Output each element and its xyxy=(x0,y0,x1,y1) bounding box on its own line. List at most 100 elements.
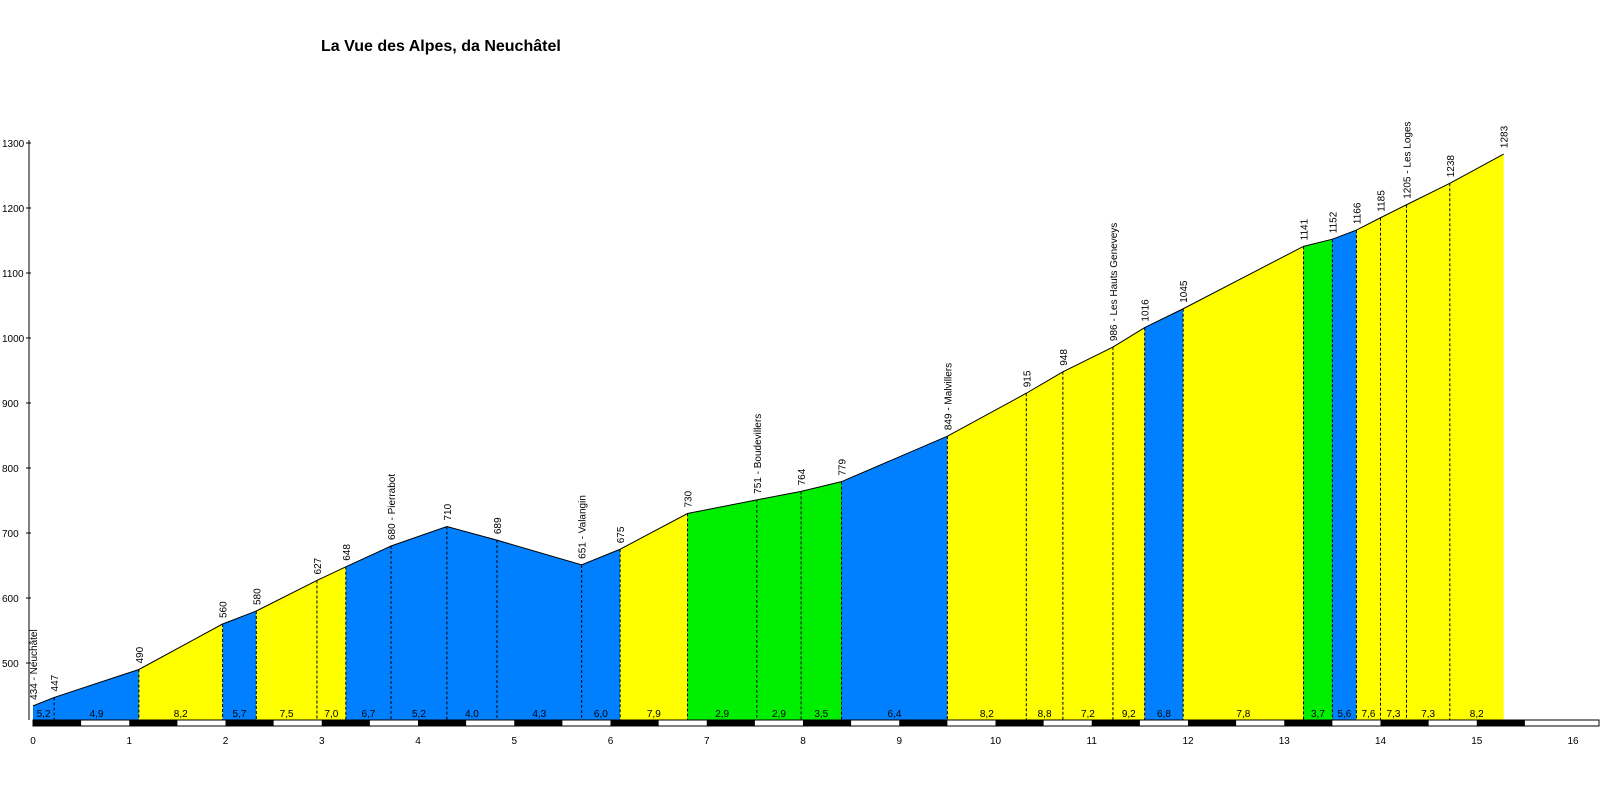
x-axis: 0 1 2 3 4 5 6 7 8 9 10 11 12 13 14 15 16 xyxy=(30,719,1600,747)
y-tick-label-800: 800 xyxy=(2,464,19,475)
segment-14 xyxy=(801,481,842,720)
point-label-11: 675 xyxy=(616,526,627,543)
segment-22 xyxy=(1303,239,1333,720)
segment-16 xyxy=(947,393,1027,720)
gradient-label-3: 5,7 xyxy=(233,709,247,720)
segment-7 xyxy=(391,526,447,720)
distance-block-6 xyxy=(610,720,659,726)
segment-1 xyxy=(54,669,139,720)
gradient-label-9: 4,3 xyxy=(532,709,546,720)
y-tick-label-600: 600 xyxy=(2,594,19,605)
x-tick-label-9: 9 xyxy=(896,736,902,747)
x-tick-label-12: 12 xyxy=(1182,736,1194,747)
y-axis: 500 600 700 800 900 1000 1100 1200 1300 xyxy=(2,139,31,720)
point-label-9: 689 xyxy=(493,517,504,534)
point-label-21: 1045 xyxy=(1179,280,1190,303)
gradient-label-5: 7,0 xyxy=(324,709,338,720)
point-label-25: 1185 xyxy=(1377,190,1388,212)
distance-block-4 xyxy=(418,720,467,726)
gradient-label-23: 5,6 xyxy=(1337,709,1351,720)
segment-dividers xyxy=(53,183,1451,720)
point-label-7: 680 - Pierrabot xyxy=(387,474,398,540)
segment-21 xyxy=(1183,246,1304,720)
chart-title: La Vue des Alpes, da Neuchâtel xyxy=(321,38,561,55)
y-tick-label-700: 700 xyxy=(2,529,19,540)
x-tick-label-15: 15 xyxy=(1471,736,1483,747)
segment-15 xyxy=(841,436,948,720)
y-tick-label-1200: 1200 xyxy=(2,204,25,215)
gradient-label-15: 6,4 xyxy=(887,709,901,720)
x-tick-label-4: 4 xyxy=(415,736,421,747)
y-tick-label-1000: 1000 xyxy=(2,334,25,345)
profile-outline xyxy=(32,153,1504,707)
segment-6 xyxy=(345,546,392,720)
segment-18 xyxy=(1062,347,1113,720)
distance-block-15 xyxy=(1476,720,1525,726)
point-label-14: 764 xyxy=(797,468,808,485)
point-label-0: 434 - Neuchâtel xyxy=(29,629,40,700)
segment-23 xyxy=(1332,230,1357,720)
segment-11 xyxy=(620,513,688,720)
point-label-15: 779 xyxy=(838,459,849,476)
gradient-label-12: 2,9 xyxy=(715,709,729,720)
gradient-label-27: 8,2 xyxy=(1470,709,1484,720)
segment-2 xyxy=(138,624,223,720)
gradient-label-16: 8,2 xyxy=(980,709,994,720)
segment-0 xyxy=(33,697,55,720)
gradient-label-22: 3,7 xyxy=(1311,709,1325,720)
segment-8 xyxy=(446,526,497,720)
point-label-4: 580 xyxy=(252,588,263,605)
y-tick-label-500: 500 xyxy=(2,659,19,670)
x-tick-label-7: 7 xyxy=(704,736,710,747)
distance-block-13 xyxy=(1284,720,1333,726)
gradient-label-25: 7,3 xyxy=(1387,709,1401,720)
segment-13 xyxy=(756,491,802,720)
point-labels: 434 - Neuchâtel 447 490 560 580 627 648 680 - P… xyxy=(29,121,1511,699)
x-tick-label-3: 3 xyxy=(319,736,325,747)
point-label-28: 1283 xyxy=(1500,125,1511,148)
point-label-8: 710 xyxy=(443,503,454,520)
distance-block-8 xyxy=(803,720,852,726)
point-label-20: 1016 xyxy=(1141,299,1152,322)
gradient-label-11: 7,9 xyxy=(647,709,661,720)
gradient-label-13: 2,9 xyxy=(772,709,786,720)
gradient-label-26: 7,3 xyxy=(1421,709,1435,720)
gradient-label-17: 8,8 xyxy=(1038,709,1052,720)
distance-block-9 xyxy=(899,720,948,726)
x-tick-label-6: 6 xyxy=(608,736,614,747)
distance-block-11 xyxy=(1091,720,1140,726)
point-label-24: 1166 xyxy=(1352,202,1363,224)
gradient-label-20: 6,8 xyxy=(1157,709,1171,720)
x-tick-label-10: 10 xyxy=(990,736,1002,747)
point-label-13: 751 - Boudevillers xyxy=(753,414,764,494)
gradient-label-6: 6,7 xyxy=(361,709,375,720)
distance-block-7 xyxy=(706,720,755,726)
gradient-label-18: 7,2 xyxy=(1081,709,1095,720)
gradient-labels: 5,2 4,9 8,2 5,7 7,5 7,0 6,7 5,2 4,0 4,3 6,0 7,9 2,9 2… xyxy=(37,709,1485,720)
distance-block-1 xyxy=(129,720,178,726)
x-tick-label-8: 8 xyxy=(800,736,806,747)
segment-25 xyxy=(1380,204,1407,720)
point-label-26: 1205 - Les Loges xyxy=(1402,121,1413,198)
point-label-2: 490 xyxy=(135,646,146,663)
segment-9 xyxy=(496,540,582,720)
distance-block-2 xyxy=(225,720,274,726)
point-label-22: 1141 xyxy=(1300,218,1311,240)
x-tick-label-1: 1 xyxy=(126,736,132,747)
point-label-23: 1152 xyxy=(1328,211,1339,233)
x-tick-label-13: 13 xyxy=(1279,736,1291,747)
point-label-27: 1238 xyxy=(1446,155,1457,178)
gradient-label-24: 7,6 xyxy=(1362,709,1376,720)
x-tick-label-0: 0 xyxy=(30,736,36,747)
segment-20 xyxy=(1144,308,1184,720)
gradient-label-1: 4,9 xyxy=(90,709,104,720)
x-tick-label-16: 16 xyxy=(1567,736,1579,747)
point-label-10: 651 - Valangin xyxy=(578,495,589,559)
point-label-17: 915 xyxy=(1022,370,1033,387)
segment-27 xyxy=(1449,154,1504,721)
point-label-6: 648 xyxy=(342,544,353,561)
segment-12 xyxy=(687,499,757,720)
x-tick-label-14: 14 xyxy=(1375,736,1387,747)
segment-19 xyxy=(1112,327,1145,720)
